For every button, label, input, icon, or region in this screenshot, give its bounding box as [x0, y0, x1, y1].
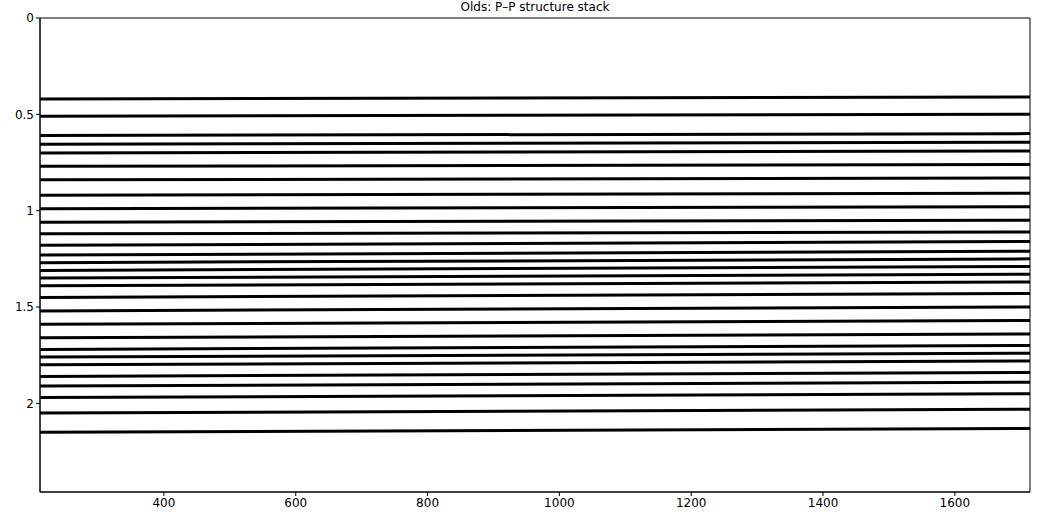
svg-text:0: 0 — [26, 11, 34, 25]
svg-text:800: 800 — [416, 496, 439, 510]
svg-text:600: 600 — [284, 496, 307, 510]
svg-text:1400: 1400 — [808, 496, 839, 510]
svg-text:0.5: 0.5 — [15, 108, 34, 122]
svg-text:1: 1 — [26, 204, 34, 218]
svg-text:1.5: 1.5 — [15, 300, 34, 314]
html-text:Olds: P–P structure stack: Olds: P–P structure stack — [460, 0, 610, 14]
svg-text:1200: 1200 — [676, 496, 707, 510]
svg-text:1600: 1600 — [940, 496, 971, 510]
svg-text:400: 400 — [152, 496, 175, 510]
svg-text:2: 2 — [26, 397, 34, 411]
svg-text:1000: 1000 — [544, 496, 575, 510]
